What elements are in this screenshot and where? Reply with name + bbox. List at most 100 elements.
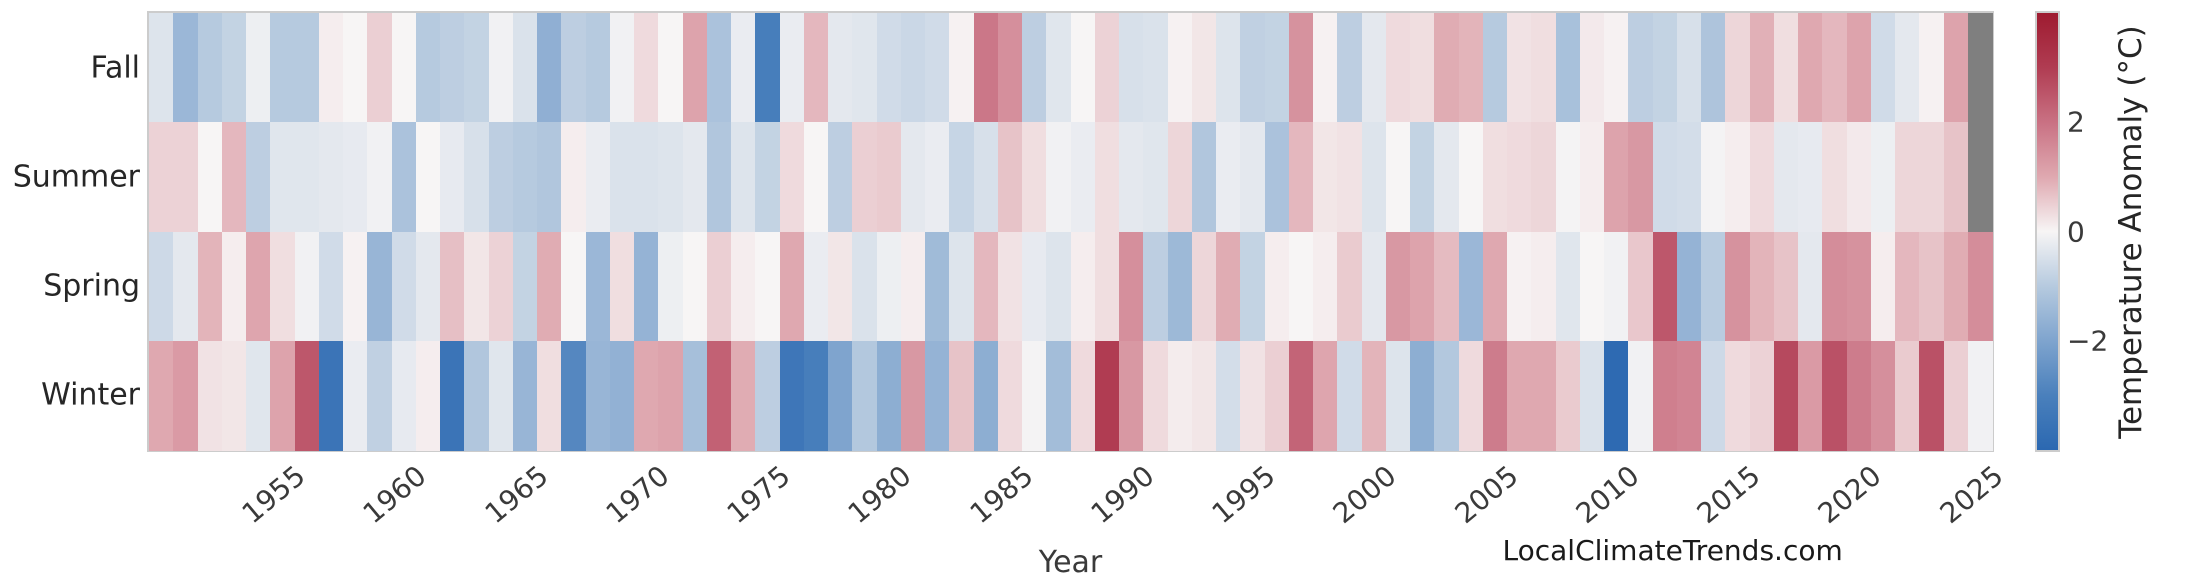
heatmap-cell	[731, 340, 756, 451]
heatmap-cell	[1022, 231, 1047, 342]
heatmap-cell	[1240, 340, 1266, 451]
heatmap-cell	[1701, 13, 1726, 123]
heatmap-cell	[1507, 122, 1532, 233]
watermark-text: LocalClimateTrends.com	[1502, 534, 1843, 567]
heatmap-cell	[1895, 13, 1920, 123]
heatmap-cell	[1579, 13, 1605, 123]
heatmap-cell	[828, 231, 853, 342]
heatmap-cell	[512, 122, 538, 233]
heatmap-cell	[1022, 340, 1047, 451]
heatmap-cell	[803, 231, 829, 342]
heatmap-cell	[1773, 13, 1799, 123]
heatmap-cell	[949, 340, 975, 451]
heatmap-cell	[1458, 340, 1484, 451]
heatmap-cell	[1919, 231, 1945, 342]
heatmap-cell	[1022, 13, 1047, 123]
heatmap-cell	[1822, 340, 1848, 451]
row-label-fall: Fall	[90, 50, 140, 86]
heatmap-cell	[1846, 231, 1872, 342]
heatmap-cell	[1191, 231, 1217, 342]
heatmap-cell	[1288, 231, 1314, 342]
heatmap-cell	[1313, 122, 1338, 233]
heatmap-cell	[1434, 340, 1460, 451]
heatmap-cell	[488, 122, 514, 233]
heatmap-cell	[537, 13, 562, 123]
heatmap-cell	[415, 13, 441, 123]
heatmap-cell	[1604, 13, 1629, 123]
heatmap-cell	[1191, 340, 1217, 451]
heatmap-cell	[706, 340, 732, 451]
heatmap-cell	[585, 13, 611, 123]
heatmap-cell	[803, 340, 829, 451]
heatmap-cell	[1919, 13, 1945, 123]
heatmap-cell	[1628, 340, 1654, 451]
heatmap-cell	[1798, 122, 1823, 233]
heatmap-cell	[1434, 122, 1460, 233]
heatmap-cell	[1943, 340, 1969, 451]
heatmap-cell	[1798, 340, 1823, 451]
x-tick-label-2005: 2005	[1448, 459, 1525, 531]
heatmap-cell	[634, 13, 659, 123]
heatmap-cell	[1870, 122, 1896, 233]
heatmap-cell	[246, 122, 271, 233]
row-label-spring: Spring	[43, 268, 140, 304]
heatmap-cell	[1555, 231, 1581, 342]
heatmap-cell	[1846, 340, 1872, 451]
heatmap-cell	[1943, 13, 1969, 123]
heatmap-cell	[1410, 231, 1435, 342]
heatmap-cell	[488, 340, 514, 451]
heatmap-cell	[1070, 13, 1096, 123]
heatmap-cell	[1167, 13, 1193, 123]
heatmap-cell	[731, 231, 756, 342]
heatmap-cell	[1870, 231, 1896, 342]
heatmap-cell	[197, 122, 223, 233]
heatmap-cell	[318, 122, 344, 233]
heatmap-cell	[1652, 340, 1678, 451]
heatmap-cell	[173, 340, 199, 451]
heatmap-cell	[1773, 340, 1799, 451]
heatmap-cell	[1288, 122, 1314, 233]
heatmap-cell	[706, 13, 732, 123]
heatmap-cell	[634, 122, 659, 233]
heatmap-cell	[609, 13, 635, 123]
colorbar-tick-label--2: −2	[2067, 324, 2109, 358]
heatmap-cell	[876, 13, 902, 123]
heatmap-cell	[1798, 13, 1823, 123]
heatmap-cell	[1337, 122, 1363, 233]
heatmap-cell	[149, 122, 174, 233]
heatmap-cell	[197, 231, 223, 342]
heatmap-cell	[1361, 231, 1387, 342]
heatmap-cell	[828, 13, 853, 123]
heatmap-cell	[1652, 122, 1678, 233]
heatmap-cell	[367, 231, 393, 342]
heatmap-cell	[731, 13, 756, 123]
heatmap-cell	[197, 340, 223, 451]
heatmap-cell	[876, 122, 902, 233]
heatmap-cell	[997, 13, 1023, 123]
heatmap-cell	[609, 122, 635, 233]
heatmap-cell	[852, 122, 878, 233]
heatmap-cell	[173, 231, 199, 342]
x-tick-label-1960: 1960	[357, 459, 433, 531]
heatmap-cell	[1652, 13, 1678, 123]
heatmap-cell	[1822, 13, 1848, 123]
heatmap-cell	[925, 122, 950, 233]
heatmap-cell	[1094, 340, 1120, 451]
heatmap-cell	[1579, 122, 1605, 233]
heatmap-cell	[512, 231, 538, 342]
heatmap-cell	[900, 231, 926, 342]
heatmap-cell	[440, 231, 465, 342]
heatmap-cell	[997, 340, 1023, 451]
heatmap-cell	[731, 122, 756, 233]
heatmap-cell	[706, 231, 732, 342]
heatmap-cell	[537, 231, 562, 342]
heatmap-cell	[1022, 122, 1047, 233]
row-label-summer: Summer	[12, 159, 140, 195]
heatmap-cell	[1143, 340, 1169, 451]
heatmap-cell	[1482, 13, 1508, 123]
heatmap-cell	[1846, 13, 1872, 123]
heatmap-cell	[658, 231, 684, 342]
heatmap-cell	[270, 231, 296, 342]
heatmap-cell	[1507, 340, 1532, 451]
